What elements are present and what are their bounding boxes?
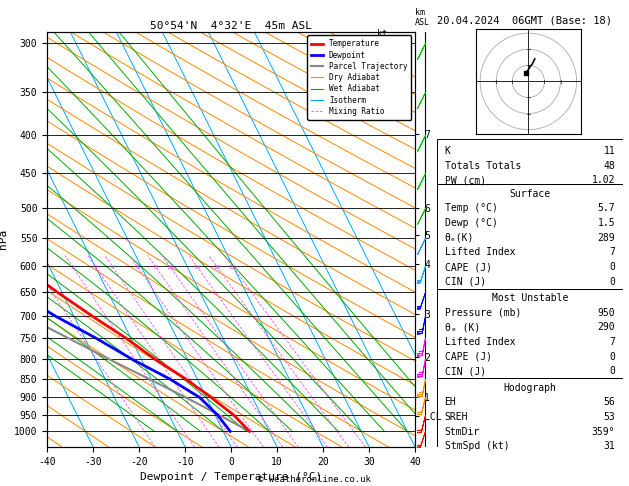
- Text: 4: 4: [111, 264, 114, 270]
- Text: 289: 289: [598, 233, 615, 243]
- Text: Lifted Index: Lifted Index: [445, 247, 515, 257]
- Text: 31: 31: [604, 441, 615, 451]
- Text: Pressure (mb): Pressure (mb): [445, 308, 521, 318]
- Text: 20.04.2024  06GMT (Base: 18): 20.04.2024 06GMT (Base: 18): [437, 16, 612, 26]
- Text: Hodograph: Hodograph: [503, 382, 557, 393]
- Text: θₑ(K): θₑ(K): [445, 233, 474, 243]
- Text: 20: 20: [213, 264, 221, 270]
- Text: 15: 15: [193, 264, 201, 270]
- Text: Lifted Index: Lifted Index: [445, 337, 515, 347]
- Text: 10: 10: [166, 264, 174, 270]
- Y-axis label: hPa: hPa: [0, 229, 8, 249]
- Text: 7: 7: [610, 247, 615, 257]
- Text: SREH: SREH: [445, 412, 468, 422]
- Text: 2: 2: [70, 264, 74, 270]
- Text: 0: 0: [610, 262, 615, 272]
- Text: 0: 0: [610, 352, 615, 362]
- Legend: Temperature, Dewpoint, Parcel Trajectory, Dry Adiabat, Wet Adiabat, Isotherm, Mi: Temperature, Dewpoint, Parcel Trajectory…: [308, 35, 411, 120]
- Text: CIN (J): CIN (J): [445, 366, 486, 377]
- Text: 0: 0: [610, 277, 615, 287]
- Text: 8: 8: [153, 264, 157, 270]
- Text: Temp (°C): Temp (°C): [445, 203, 498, 213]
- Text: 5.7: 5.7: [598, 203, 615, 213]
- Text: 950: 950: [598, 308, 615, 318]
- Text: PW (cm): PW (cm): [445, 175, 486, 185]
- Text: 7: 7: [610, 337, 615, 347]
- Text: K: K: [445, 146, 450, 156]
- Text: CAPE (J): CAPE (J): [445, 352, 492, 362]
- Text: CAPE (J): CAPE (J): [445, 262, 492, 272]
- Text: 11: 11: [604, 146, 615, 156]
- Text: 56: 56: [604, 398, 615, 407]
- Text: EH: EH: [445, 398, 456, 407]
- Text: StmDir: StmDir: [445, 427, 480, 437]
- Text: 1.02: 1.02: [592, 175, 615, 185]
- Text: θₑ (K): θₑ (K): [445, 322, 480, 332]
- Text: 48: 48: [604, 160, 615, 171]
- Text: Most Unstable: Most Unstable: [492, 293, 568, 303]
- Text: 3: 3: [94, 264, 97, 270]
- X-axis label: Dewpoint / Temperature (°C): Dewpoint / Temperature (°C): [140, 472, 322, 483]
- Text: 290: 290: [598, 322, 615, 332]
- Text: Totals Totals: Totals Totals: [445, 160, 521, 171]
- Text: 6: 6: [135, 264, 139, 270]
- Bar: [437, 184, 623, 289]
- Text: © weatheronline.co.uk: © weatheronline.co.uk: [258, 474, 371, 484]
- Text: StmSpd (kt): StmSpd (kt): [445, 441, 509, 451]
- Text: km
ASL: km ASL: [415, 8, 430, 27]
- Text: kt: kt: [377, 30, 387, 38]
- Text: 53: 53: [604, 412, 615, 422]
- Text: Surface: Surface: [509, 189, 550, 199]
- Text: 25: 25: [229, 264, 237, 270]
- Title: 50°54'N  4°32'E  45m ASL: 50°54'N 4°32'E 45m ASL: [150, 21, 312, 31]
- Bar: [437, 378, 623, 453]
- Text: 359°: 359°: [592, 427, 615, 437]
- Text: 1.5: 1.5: [598, 218, 615, 228]
- Bar: [437, 139, 623, 184]
- Bar: [437, 289, 623, 378]
- Text: Dewp (°C): Dewp (°C): [445, 218, 498, 228]
- Text: 0: 0: [610, 366, 615, 377]
- Text: CIN (J): CIN (J): [445, 277, 486, 287]
